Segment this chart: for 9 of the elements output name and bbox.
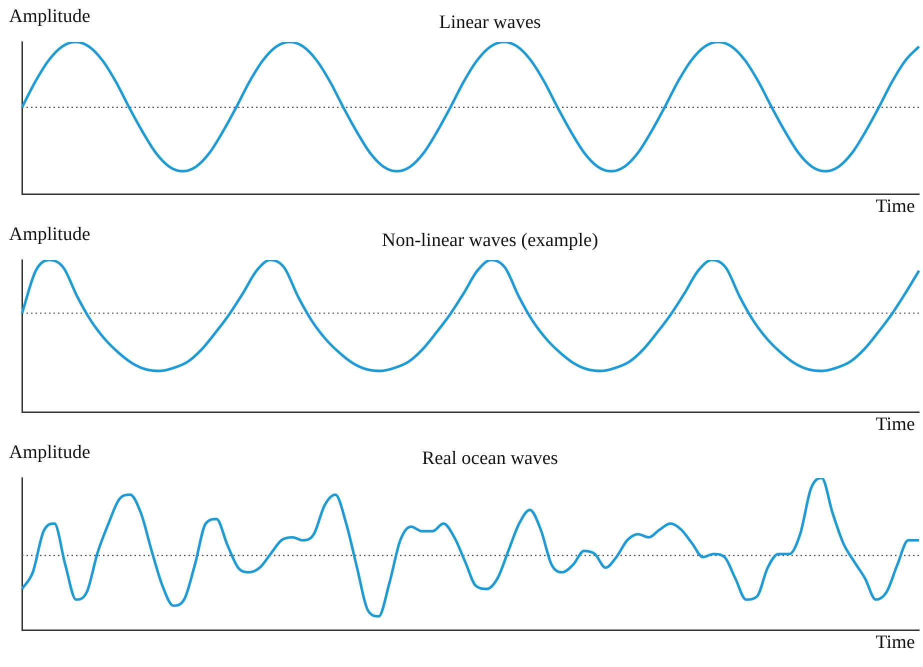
x-axis-title: Time (876, 414, 915, 436)
x-axis-title: Time (876, 196, 915, 218)
chart-title: Real ocean waves (422, 448, 558, 470)
chart-title: Non-linear waves (example) (382, 230, 598, 252)
y-axis-title: Amplitude (9, 442, 90, 464)
y-axis-title: Amplitude (9, 224, 90, 246)
y-axis-title: Amplitude (9, 6, 90, 28)
x-axis-title: Time (876, 632, 915, 654)
chart-title: Linear waves (439, 12, 541, 34)
